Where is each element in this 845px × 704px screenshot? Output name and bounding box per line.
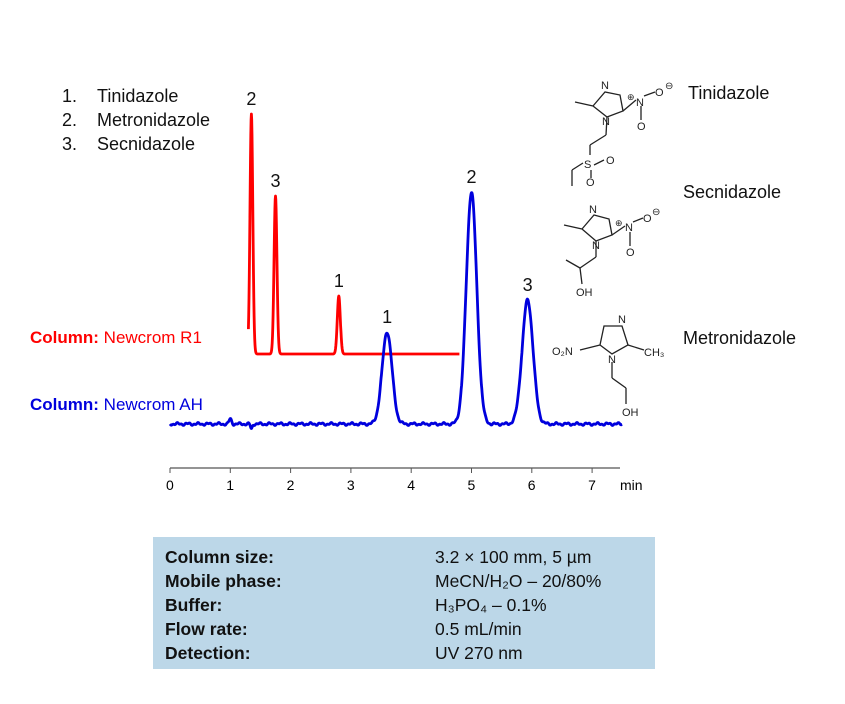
condition-row: Flow rate: 0.5 mL/min xyxy=(165,618,522,639)
x-ticks: 0 1 2 3 4 5 6 7 xyxy=(166,468,596,493)
svg-text:O: O xyxy=(606,155,615,167)
column-label-r1: Column: Newcrom R1 xyxy=(30,328,202,347)
structure-name-secnidazole: Secnidazole xyxy=(683,182,782,202)
tinidazole-atoms: N N N O O ⊕ ⊖ S O O xyxy=(584,80,673,189)
peak-label: 3 xyxy=(523,275,533,295)
x-tick-label: 2 xyxy=(287,477,295,493)
svg-text:N: N xyxy=(589,204,597,216)
x-tick-label: 4 xyxy=(407,477,415,493)
peak-label: 1 xyxy=(382,307,392,327)
svg-text:N: N xyxy=(618,314,626,326)
svg-text:O: O xyxy=(655,87,664,99)
secnidazole-structure xyxy=(563,214,644,285)
legend-item: 1. Tinidazole xyxy=(62,86,179,106)
metronidazole-structure xyxy=(579,325,645,404)
conditions-panel: Column size: 3.2 × 100 mm, 5 µm Mobile ph… xyxy=(153,537,655,669)
x-tick-label: 7 xyxy=(588,477,596,493)
legend-item: 2. Metronidazole xyxy=(62,110,211,130)
svg-text:O₂N: O₂N xyxy=(552,346,573,358)
svg-text:O: O xyxy=(626,247,635,259)
svg-text:N: N xyxy=(636,97,644,109)
series-line xyxy=(247,112,461,356)
peak-label: 2 xyxy=(246,89,256,109)
svg-text:O: O xyxy=(637,121,646,133)
svg-text:O: O xyxy=(586,177,595,189)
x-tick-label: 6 xyxy=(528,477,536,493)
structure-name-tinidazole: Tinidazole xyxy=(688,83,770,103)
peak-labels: 2 3 1 1 2 3 xyxy=(246,89,532,327)
x-tick-label: 5 xyxy=(468,477,476,493)
svg-text:OH: OH xyxy=(576,287,593,299)
svg-text:S: S xyxy=(584,159,591,171)
condition-row: Buffer: H₃PO₄ – 0.1% xyxy=(165,594,547,615)
tinidazole-structure xyxy=(571,91,656,186)
svg-text:N: N xyxy=(602,116,610,128)
structure-name-metronidazole: Metronidazole xyxy=(683,328,797,348)
svg-text:O: O xyxy=(643,213,652,225)
secnidazole-atoms: N N N O O ⊕ ⊖ OH xyxy=(576,204,660,299)
peak-label: 1 xyxy=(334,271,344,291)
svg-text:⊖: ⊖ xyxy=(652,207,660,218)
x-tick-label: 1 xyxy=(226,477,234,493)
column-label-ah: Column: Newcrom AH xyxy=(30,395,203,414)
condition-row: Mobile phase: MeCN/H₂O – 20/80% xyxy=(165,570,602,591)
svg-text:N: N xyxy=(625,222,633,234)
svg-text:OH: OH xyxy=(622,407,639,419)
svg-text:N: N xyxy=(608,354,616,366)
x-tick-label: 0 xyxy=(166,477,174,493)
condition-row: Column size: 3.2 × 100 mm, 5 µm xyxy=(165,546,592,567)
svg-text:N: N xyxy=(601,80,609,92)
compound-legend: 1. Tinidazole 2. Metronidazole 3. Secnidazo… xyxy=(62,84,210,156)
condition-row: Detection: UV 270 nm xyxy=(165,642,523,663)
svg-text:⊖: ⊖ xyxy=(665,81,673,92)
metronidazole-atoms: N N O₂N CH₃ OH xyxy=(552,314,664,419)
svg-text:⊕: ⊕ xyxy=(615,218,623,228)
svg-text:N: N xyxy=(592,240,600,252)
x-tick-label: 3 xyxy=(347,477,355,493)
x-axis-label: min xyxy=(620,477,643,493)
svg-text:⊕: ⊕ xyxy=(627,92,635,102)
traces xyxy=(168,112,624,430)
peak-label: 2 xyxy=(467,167,477,187)
series-line xyxy=(168,191,624,430)
svg-text:CH₃: CH₃ xyxy=(644,347,664,359)
peak-label: 3 xyxy=(271,171,281,191)
legend-item: 3. Secnidazole xyxy=(62,134,196,154)
